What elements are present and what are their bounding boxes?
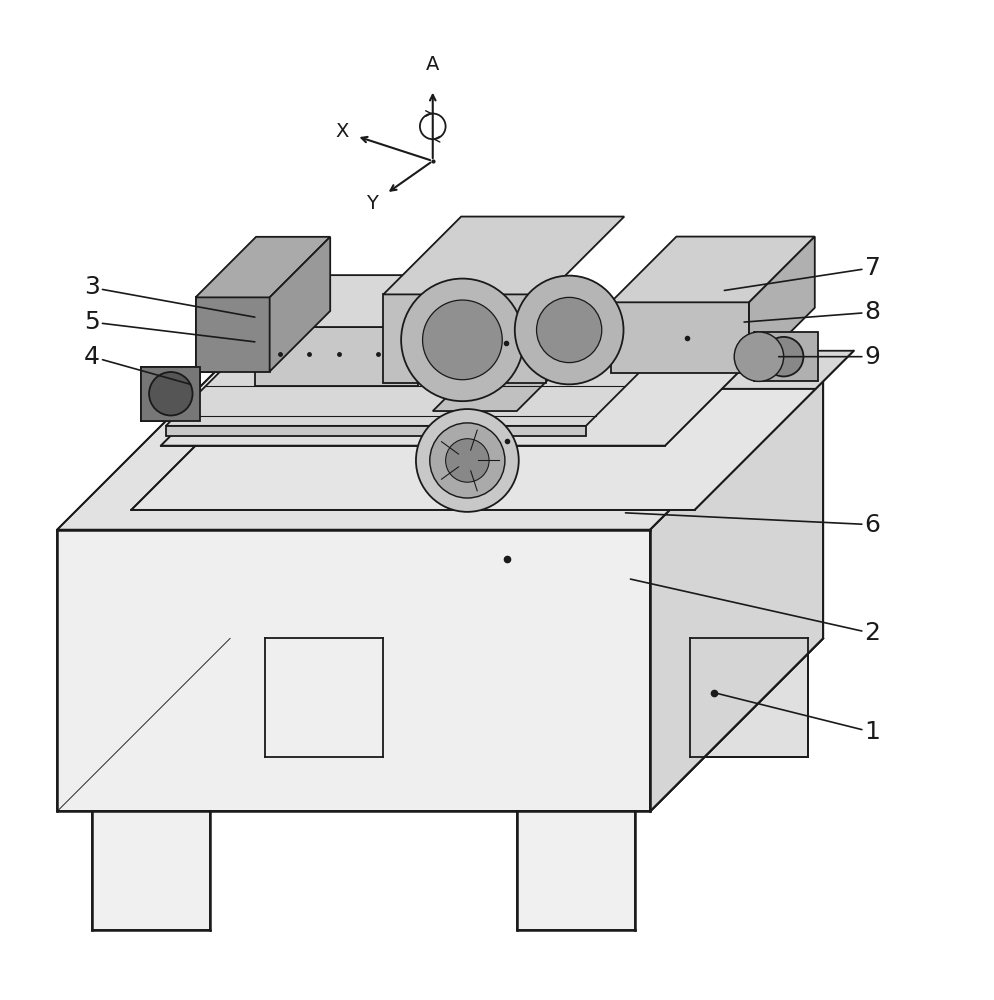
Polygon shape xyxy=(141,367,201,421)
Polygon shape xyxy=(196,237,330,297)
Polygon shape xyxy=(57,357,823,530)
Text: 6: 6 xyxy=(625,513,881,537)
Text: A: A xyxy=(426,55,439,74)
Polygon shape xyxy=(254,327,417,386)
Polygon shape xyxy=(166,426,585,436)
Polygon shape xyxy=(650,357,823,811)
Text: 8: 8 xyxy=(745,300,881,324)
Polygon shape xyxy=(264,638,384,757)
Polygon shape xyxy=(610,237,815,302)
Circle shape xyxy=(149,372,193,415)
Circle shape xyxy=(415,409,519,512)
Polygon shape xyxy=(610,302,749,373)
Circle shape xyxy=(537,297,601,363)
Polygon shape xyxy=(91,811,211,930)
Text: 5: 5 xyxy=(83,310,254,342)
Polygon shape xyxy=(754,332,818,381)
Polygon shape xyxy=(384,217,624,294)
Text: X: X xyxy=(335,122,349,141)
Text: 7: 7 xyxy=(725,256,881,290)
Polygon shape xyxy=(269,237,330,372)
Polygon shape xyxy=(252,351,854,389)
Polygon shape xyxy=(161,333,777,446)
Text: 4: 4 xyxy=(83,345,191,384)
Polygon shape xyxy=(254,275,470,327)
Text: 2: 2 xyxy=(630,579,881,645)
Circle shape xyxy=(763,337,803,376)
Circle shape xyxy=(422,300,502,380)
Circle shape xyxy=(735,332,783,381)
Circle shape xyxy=(515,276,623,384)
Circle shape xyxy=(429,423,505,498)
Polygon shape xyxy=(57,530,650,811)
Polygon shape xyxy=(650,357,823,811)
Circle shape xyxy=(445,439,489,482)
Polygon shape xyxy=(131,389,816,510)
Text: 1: 1 xyxy=(715,693,881,744)
Text: 3: 3 xyxy=(83,275,254,317)
Polygon shape xyxy=(517,811,635,930)
Polygon shape xyxy=(196,297,269,372)
Polygon shape xyxy=(166,360,652,426)
Polygon shape xyxy=(690,638,808,757)
Circle shape xyxy=(402,279,524,401)
Text: 9: 9 xyxy=(778,345,881,369)
Polygon shape xyxy=(749,237,815,373)
Text: Y: Y xyxy=(367,194,379,213)
Polygon shape xyxy=(384,294,547,383)
Polygon shape xyxy=(432,368,560,411)
